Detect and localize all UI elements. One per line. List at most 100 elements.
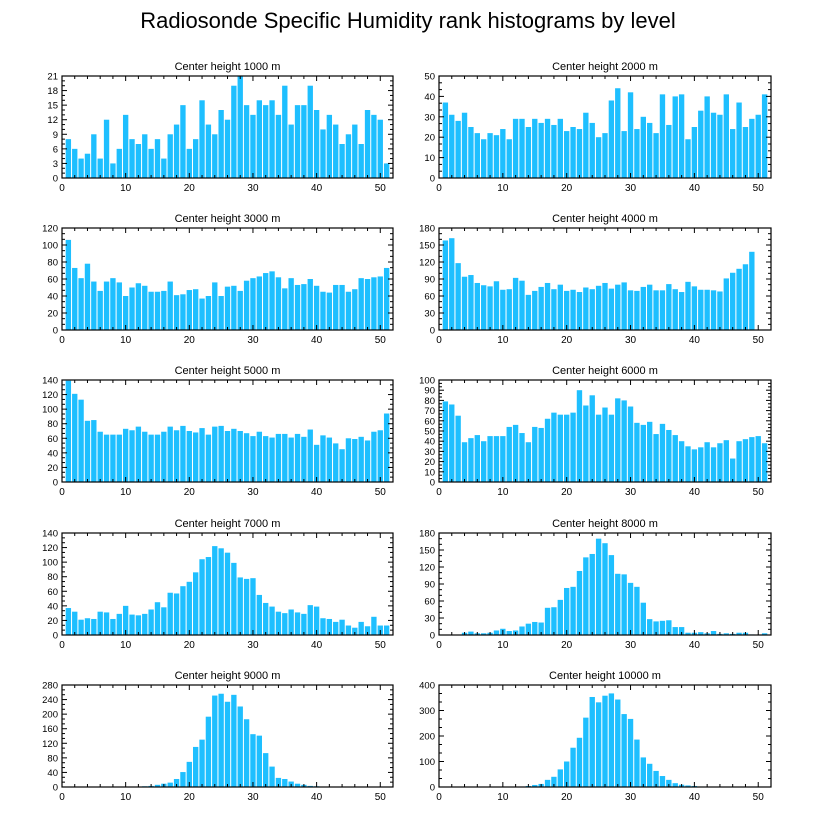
histogram-bar [84, 420, 91, 482]
y-tick-label: 10 [424, 467, 435, 478]
histogram-bar [544, 118, 551, 178]
histogram-bar [736, 441, 742, 482]
histogram-bar [224, 431, 231, 482]
histogram-bar [589, 122, 595, 178]
histogram-bar [250, 578, 256, 635]
histogram-bar [199, 739, 205, 787]
histogram-bar [678, 441, 685, 482]
histogram-bar [755, 436, 761, 482]
histogram-bar [212, 134, 218, 178]
x-tick-label: 0 [436, 335, 442, 346]
histogram-bar [723, 94, 729, 178]
histogram-bar [544, 607, 551, 635]
histogram-bar [698, 289, 704, 330]
histogram-bar [678, 94, 685, 178]
histogram-bar [326, 618, 333, 635]
histogram-bar [256, 594, 262, 635]
histogram-bar [538, 122, 544, 178]
histogram-bar [589, 553, 595, 635]
histogram-bar [717, 443, 723, 482]
histogram-bar [653, 621, 659, 635]
y-tick-label: 3 [53, 159, 58, 170]
panel-title: Center height 10000 m [549, 670, 661, 682]
histogram-bar [199, 100, 205, 178]
histogram-bar [199, 298, 205, 330]
histogram-bar [468, 127, 474, 178]
histogram-bar [640, 116, 646, 178]
y-tick-label: 300 [419, 706, 435, 717]
y-tick-label: 20 [47, 309, 58, 320]
histogram-bar [231, 85, 237, 178]
y-tick-label: 400 [419, 681, 435, 692]
y-tick-label: 0 [53, 326, 58, 337]
histogram-bar [551, 289, 557, 330]
histogram-bar [717, 114, 723, 178]
histogram-bar [442, 102, 449, 178]
histogram-bar [212, 426, 218, 482]
histogram-bar [282, 778, 288, 787]
histogram-bar [301, 105, 307, 178]
histogram-bar [602, 133, 608, 178]
histogram-bar [275, 777, 282, 787]
histogram-bar [78, 399, 84, 482]
x-tick-label: 50 [375, 640, 387, 651]
histogram-bar [256, 431, 262, 482]
histogram-bar [103, 612, 110, 635]
histogram-bar [186, 148, 192, 178]
histogram-bar [231, 562, 237, 635]
histogram-bar [532, 621, 538, 635]
y-tick-label: 240 [42, 695, 58, 706]
histogram-bar [730, 458, 736, 482]
histogram-bar [294, 783, 301, 787]
histogram-bar [135, 283, 142, 330]
x-tick-label: 20 [184, 335, 196, 346]
histogram-bar [474, 435, 480, 482]
histogram-bar [685, 446, 691, 482]
histogram-bar [65, 380, 72, 482]
histogram-bar [519, 280, 525, 330]
y-tick-label: 90 [424, 275, 435, 286]
histogram-bar [564, 414, 570, 482]
histogram-bar [640, 757, 646, 787]
histogram-bar [698, 632, 704, 635]
histogram-bar [557, 769, 563, 787]
y-tick-label: 12 [47, 115, 58, 126]
x-tick-label: 20 [184, 792, 196, 803]
histogram-bar [551, 607, 557, 635]
histogram-bar [736, 268, 742, 330]
histogram-bar [538, 427, 544, 482]
x-tick-label: 30 [247, 487, 259, 498]
y-tick-label: 120 [42, 224, 58, 235]
histogram-bar [691, 449, 698, 482]
y-tick-label: 120 [42, 390, 58, 401]
histogram-bar [313, 606, 320, 635]
histogram-bar [339, 619, 345, 635]
histogram-bar [685, 281, 691, 330]
histogram-bar [129, 139, 135, 178]
histogram-bar [269, 606, 275, 635]
histogram-bar [717, 291, 723, 330]
histogram-bar [653, 133, 659, 178]
histogram-bar [678, 627, 685, 635]
histogram-bar [364, 626, 371, 635]
x-tick-label: 10 [497, 792, 509, 803]
y-tick-label: 30 [424, 447, 435, 458]
histogram-bar [659, 423, 666, 482]
histogram-bar [84, 618, 91, 635]
histogram-bar [65, 239, 72, 330]
y-tick-label: 50 [424, 72, 435, 83]
histogram-bar [269, 437, 275, 482]
x-tick-label: 10 [120, 183, 132, 194]
y-tick-label: 20 [47, 616, 58, 627]
histogram-bar [493, 630, 500, 635]
histogram-bar [583, 112, 589, 178]
histogram-bar [704, 289, 710, 330]
histogram-bar [116, 613, 122, 635]
x-tick-label: 50 [375, 335, 387, 346]
histogram-bar [218, 548, 224, 635]
x-tick-label: 20 [184, 487, 196, 498]
histogram-bar [583, 557, 589, 635]
histogram-bar [364, 110, 371, 178]
histogram-bar [199, 428, 205, 482]
histogram-bar [474, 282, 480, 330]
